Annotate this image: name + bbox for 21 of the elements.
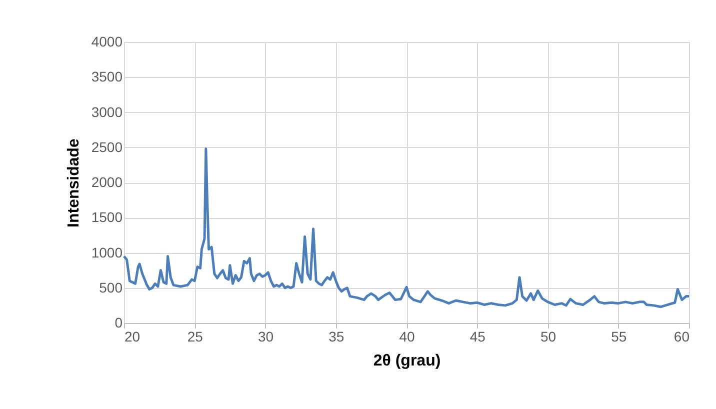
y-tick-label: 1000 [91,244,123,260]
y-axis-title: Intensidade [65,138,82,228]
y-tick-label: 3000 [91,104,123,120]
x-tick-label: 40 [399,328,415,344]
x-tick-label: 45 [470,328,486,344]
y-tick-label: 3500 [91,68,123,85]
x-tick-label: 50 [540,328,556,344]
x-tick-label: 55 [611,328,627,344]
x-tick-label: 60 [674,328,690,344]
y-tick-label: 4000 [91,34,123,50]
x-tick-label: 35 [328,328,344,344]
y-tick-label: 2500 [91,138,123,155]
y-tick-label: 500 [99,279,123,296]
x-tick-label: 25 [187,328,204,344]
x-tick-label: 30 [258,328,274,344]
y-tick-label: 1500 [91,209,123,226]
line-series [122,148,690,308]
x-axis-title: 2θ (grau) [373,352,441,370]
y-tick-label: 0 [114,314,123,330]
x-tick-label: 20 [124,328,140,344]
y-tick-label: 2000 [91,174,123,190]
